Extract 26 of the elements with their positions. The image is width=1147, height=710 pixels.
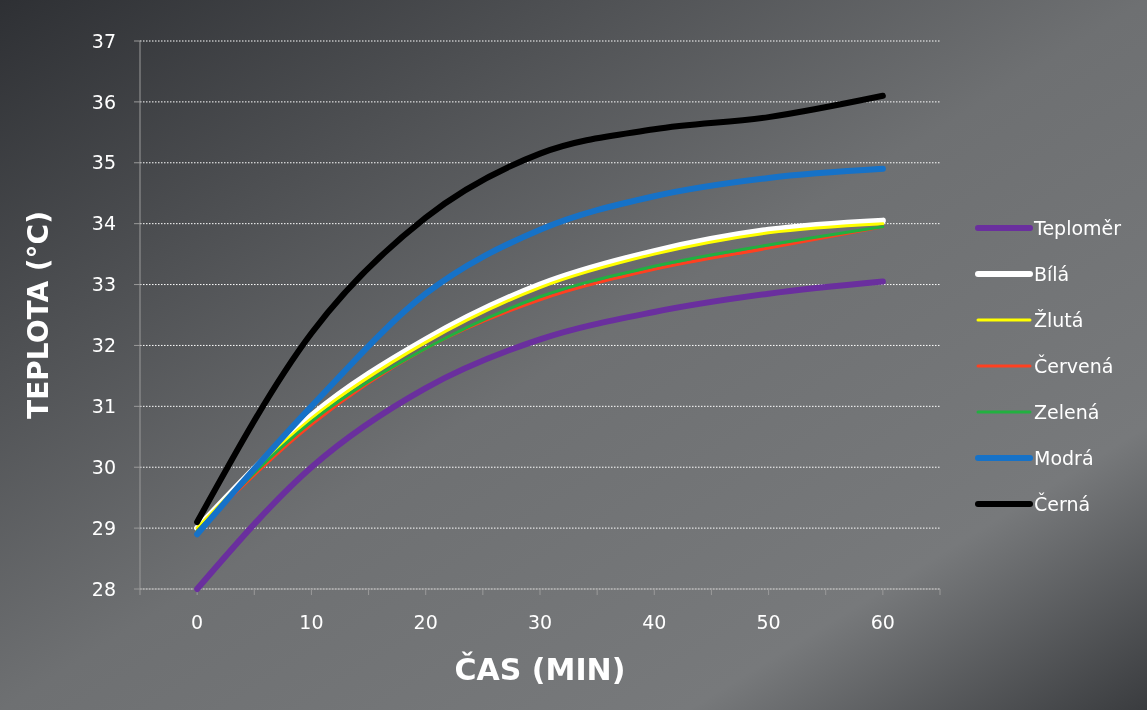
y-axis-title: TEPLOTA (°C) [22,211,55,419]
x-tick-label: 30 [527,611,553,633]
legend-label: Černá [1034,491,1091,515]
y-tick-label: 35 [91,151,116,174]
y-tick-label: 30 [91,455,116,478]
x-tick-label: 20 [413,611,438,633]
y-tick-label: 37 [91,29,116,52]
x-tick-label: 50 [756,611,781,633]
y-tick-label: 33 [91,273,116,296]
y-tick-label: 28 [91,577,116,600]
legend-label: Modrá [1034,446,1094,469]
legend-label: Bílá [1034,262,1070,285]
y-tick-label: 34 [91,212,116,235]
y-tick-label: 31 [91,394,116,417]
x-tick-label: 10 [299,611,324,633]
x-tick-label: 0 [191,611,204,633]
y-tick-label: 36 [91,90,116,113]
legend-label: Teploměr [1033,216,1122,239]
legend-label: Žlutá [1034,308,1084,331]
legend-label: Červená [1034,353,1114,377]
y-tick-label: 29 [91,516,116,539]
x-tick-label: 40 [642,611,667,633]
legend-label: Zelená [1034,400,1100,423]
y-tick-label: 32 [91,334,116,357]
x-tick-label: 60 [870,611,895,633]
x-axis-title: ČAS (MIN) [454,651,626,687]
